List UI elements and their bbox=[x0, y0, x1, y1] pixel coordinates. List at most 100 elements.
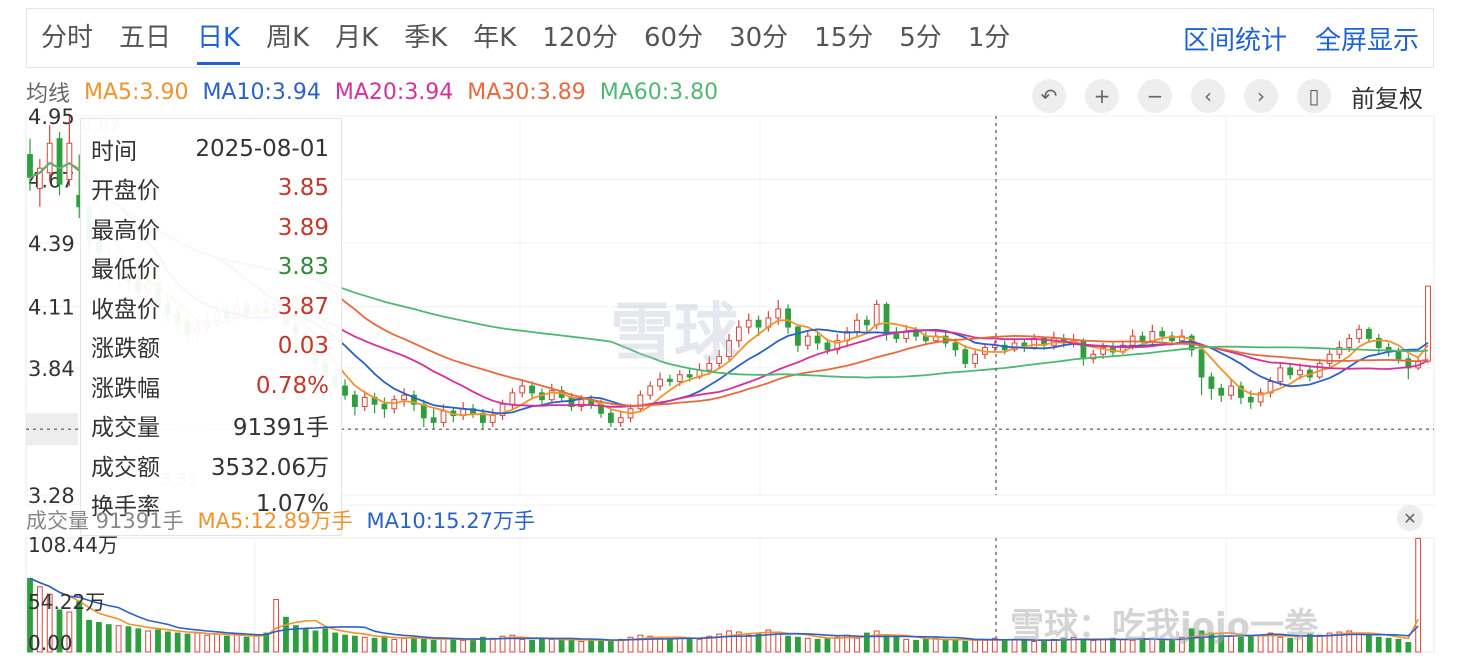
volume-bar bbox=[1346, 630, 1353, 653]
volume-bar bbox=[371, 637, 378, 653]
tab-6[interactable]: 年K bbox=[473, 23, 517, 53]
volume-bar bbox=[1188, 628, 1195, 653]
price-tick-label: 4.95 bbox=[28, 105, 75, 129]
volume-bar bbox=[470, 638, 476, 653]
volume-bar bbox=[450, 638, 457, 653]
volume-bar bbox=[174, 632, 181, 653]
tooltip-value: 1.07% bbox=[255, 491, 329, 518]
volume-bar bbox=[1306, 633, 1313, 653]
volume-bar bbox=[785, 635, 791, 653]
tab-11[interactable]: 5分 bbox=[899, 23, 942, 53]
tooltip-key: 开盘价 bbox=[91, 178, 160, 205]
candle-body bbox=[795, 326, 801, 346]
tab-8[interactable]: 60分 bbox=[643, 23, 704, 53]
tab-2[interactable]: 日K bbox=[197, 9, 241, 67]
fullscreen-link[interactable]: 全屏显示 bbox=[1314, 25, 1419, 56]
volume-bar bbox=[145, 630, 152, 653]
volume-bar bbox=[676, 636, 683, 653]
volume-bar bbox=[1366, 634, 1372, 653]
tab-12[interactable]: 1分 bbox=[967, 23, 1011, 53]
volume-bar bbox=[647, 635, 654, 653]
ma-items: MA5:3.90 MA10:3.94 MA20:3.94 MA30:3.89 MA60:… bbox=[84, 80, 732, 105]
volume-bar bbox=[233, 634, 240, 653]
volume-bar bbox=[952, 638, 959, 653]
tab-3[interactable]: 周K bbox=[266, 23, 310, 53]
volume-bar bbox=[292, 625, 299, 653]
candle-body bbox=[470, 408, 476, 414]
candle-body bbox=[509, 392, 516, 405]
ma-legend: 均线 MA5:3.90 MA10:3.94 MA20:3.94 MA30:3.89 MA… bbox=[26, 76, 746, 108]
volume-bar bbox=[411, 636, 417, 653]
tab-4[interactable]: 月K bbox=[335, 23, 379, 53]
candle-body bbox=[647, 385, 654, 396]
ma-item-0: MA5:3.90 bbox=[84, 79, 189, 105]
price-tick-label: 4.11 bbox=[28, 296, 75, 320]
volume-bar bbox=[312, 630, 319, 653]
volume-bar bbox=[499, 635, 506, 653]
candle-body bbox=[962, 349, 969, 364]
period-tab-bar: 分时 五日 日K 周K 月K 季K 年K 120分 60分 30分 15分 5分 1分 区间统计 全屏显示 bbox=[26, 8, 1434, 68]
volume-bar bbox=[578, 640, 585, 653]
right-icon[interactable]: › bbox=[1244, 79, 1278, 113]
candle-body bbox=[883, 303, 890, 335]
undo-icon[interactable]: ↶ bbox=[1032, 79, 1066, 113]
volume-bar bbox=[765, 629, 772, 653]
candle-body bbox=[411, 394, 417, 405]
volume-bar bbox=[1129, 639, 1136, 653]
close-volume-icon[interactable]: ✕ bbox=[1397, 505, 1423, 531]
candle-body bbox=[1356, 328, 1362, 339]
range-stats-link[interactable]: 区间统计 bbox=[1182, 25, 1287, 56]
volume-bar bbox=[1375, 636, 1382, 653]
candle-body bbox=[1100, 346, 1107, 355]
tooltip-row: 成交额 3532.06万 bbox=[91, 445, 329, 485]
tab-5[interactable]: 季K bbox=[404, 23, 448, 53]
volume-bar bbox=[36, 586, 43, 653]
volume-bar bbox=[686, 637, 693, 653]
volume-bar bbox=[125, 626, 132, 653]
candle-body bbox=[1139, 335, 1146, 342]
volume-bar bbox=[883, 635, 890, 653]
watermark-corner: 雪球：吃我jojo一拳 bbox=[1010, 606, 1319, 646]
candle-body bbox=[1395, 351, 1402, 360]
tooltip-value: 0.03 bbox=[277, 333, 329, 360]
candle-body bbox=[1228, 385, 1234, 396]
volume-bar bbox=[214, 633, 220, 653]
volume-bar bbox=[558, 639, 565, 653]
volume-bar bbox=[607, 640, 614, 653]
volume-tick-label: 0.00 bbox=[28, 631, 73, 655]
candle-body bbox=[381, 403, 388, 410]
volume-legend-item-2: MA10:15.27万手 bbox=[366, 509, 535, 533]
candle-body bbox=[804, 335, 811, 346]
candle-body bbox=[1149, 331, 1156, 342]
volume-bar bbox=[863, 632, 870, 653]
volume-bar bbox=[351, 635, 358, 653]
candle-body bbox=[46, 142, 53, 174]
volume-bar bbox=[637, 634, 644, 653]
volume-bar bbox=[420, 638, 427, 653]
volume-bar bbox=[1405, 642, 1412, 653]
volume-legend: 成交量 91391手 MA5:12.89万手 MA10:15.27万手 bbox=[26, 505, 549, 535]
volume-bar bbox=[588, 638, 595, 653]
volume-bar bbox=[923, 638, 929, 653]
tab-7[interactable]: 120分 bbox=[542, 23, 618, 53]
volume-bar bbox=[962, 640, 969, 653]
volume-bar bbox=[913, 639, 919, 653]
candle-body bbox=[351, 394, 358, 407]
volume-bar bbox=[834, 636, 841, 653]
tab-1[interactable]: 五日 bbox=[119, 23, 172, 53]
left-icon[interactable]: ‹ bbox=[1191, 79, 1225, 113]
price-adjust-select[interactable]: 前复权 bbox=[1351, 84, 1423, 113]
tab-9[interactable]: 30分 bbox=[729, 23, 789, 53]
volume-bar bbox=[66, 611, 73, 653]
zoom-in-icon[interactable]: + bbox=[1085, 79, 1119, 113]
tab-0[interactable]: 分时 bbox=[41, 23, 94, 53]
tooltip-value: 3.87 bbox=[277, 293, 329, 320]
candle-icon[interactable]: ▯ bbox=[1297, 79, 1331, 113]
volume-bar bbox=[204, 634, 211, 653]
volume-legend-item-1: MA5:12.89万手 bbox=[197, 509, 353, 533]
candle-body bbox=[913, 331, 919, 337]
candle-body bbox=[401, 394, 408, 401]
tab-10[interactable]: 15分 bbox=[814, 23, 874, 53]
zoom-out-icon[interactable]: − bbox=[1138, 79, 1172, 113]
volume-bar bbox=[381, 635, 388, 653]
